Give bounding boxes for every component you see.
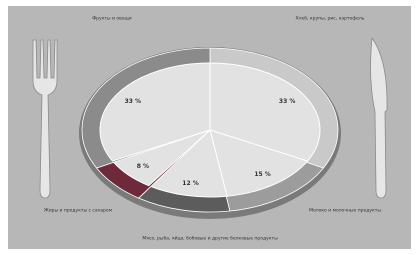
percent-label: 15 % (254, 171, 270, 178)
category-label: Жиры и продукты с сахаром (44, 208, 112, 214)
category-label: Хлеб, крупы, рис, картофель (296, 16, 365, 22)
percent-label: 8 % (137, 163, 149, 170)
percent-label: 12 % (182, 180, 198, 187)
category-label: Фрукты и овощи (92, 16, 131, 22)
percent-label: 33 % (279, 98, 295, 105)
category-label: Молоко и молочные продукты (309, 208, 381, 214)
plate-chart: 33 % Хлеб, крупы, рис, картофель 15 % Молок… (0, 0, 419, 255)
category-label: Мясо, рыба, яйца, бобовые и другие белко… (142, 235, 278, 242)
percent-label: 33 % (125, 98, 141, 105)
